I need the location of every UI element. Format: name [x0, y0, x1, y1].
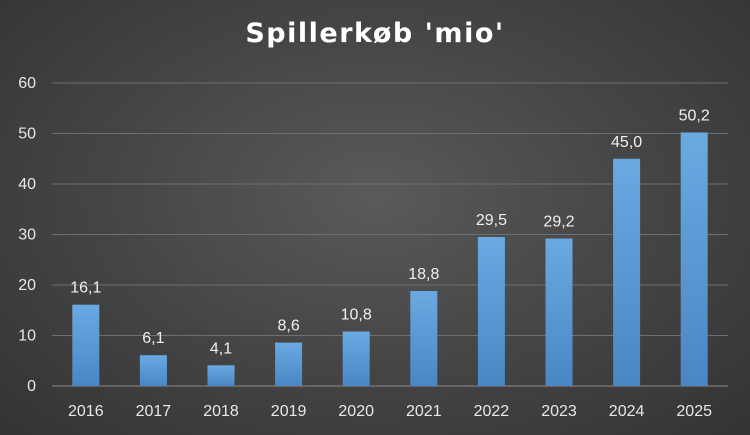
x-axis-ticks: 2016 2017 2018 2019 2020 2021 2022 2023 2024 2025 — [68, 403, 712, 420]
chart-title: Spillerkøb 'mio' — [245, 18, 505, 49]
x-tick-label-2019: 2019 — [271, 403, 307, 420]
y-tick-label: 30 — [18, 227, 36, 244]
bar-2018 — [207, 365, 235, 386]
y-axis-ticks: 0 10 20 30 40 50 60 — [18, 75, 36, 395]
data-labels: 16,1 6,1 4,1 8,6 10,8 18,8 29,5 29,2 45,0 50,2 — [70, 107, 710, 357]
y-tick-label: 40 — [18, 176, 36, 193]
x-tick-label-2018: 2018 — [203, 403, 239, 420]
x-tick-label-2024: 2024 — [609, 403, 645, 420]
data-label-2018: 4,1 — [210, 340, 232, 357]
data-label-2016: 16,1 — [70, 280, 101, 297]
data-label-2017: 6,1 — [142, 330, 164, 347]
y-tick-label: 20 — [18, 277, 36, 294]
bar-2019 — [275, 342, 303, 386]
x-tick-label-2020: 2020 — [338, 403, 374, 420]
bar-2016 — [72, 304, 100, 386]
bar-2024 — [613, 158, 641, 386]
x-tick-label-2021: 2021 — [406, 403, 442, 420]
x-tick-label-2023: 2023 — [541, 403, 577, 420]
bar-2017 — [139, 355, 167, 386]
bar-2021 — [410, 291, 438, 386]
data-label-2021: 18,8 — [408, 266, 439, 283]
y-tick-label: 50 — [18, 126, 36, 143]
data-label-2020: 10,8 — [341, 306, 372, 323]
data-label-2024: 45,0 — [611, 134, 642, 151]
data-label-2022: 29,5 — [476, 212, 507, 229]
x-tick-label-2016: 2016 — [68, 403, 104, 420]
y-tick-label: 60 — [18, 75, 36, 92]
y-tick-label: 0 — [27, 378, 36, 395]
bar-2020 — [342, 331, 370, 386]
data-label-2023: 29,2 — [543, 214, 574, 231]
y-tick-label: 10 — [18, 328, 36, 345]
bar-2025 — [680, 132, 708, 386]
bar-2023 — [545, 238, 573, 386]
x-tick-label-2017: 2017 — [136, 403, 172, 420]
bars — [72, 132, 708, 386]
data-label-2019: 8,6 — [277, 318, 299, 335]
bar-2022 — [477, 237, 505, 386]
x-tick-label-2025: 2025 — [676, 403, 712, 420]
data-label-2025: 50,2 — [679, 107, 710, 124]
x-tick-label-2022: 2022 — [474, 403, 510, 420]
